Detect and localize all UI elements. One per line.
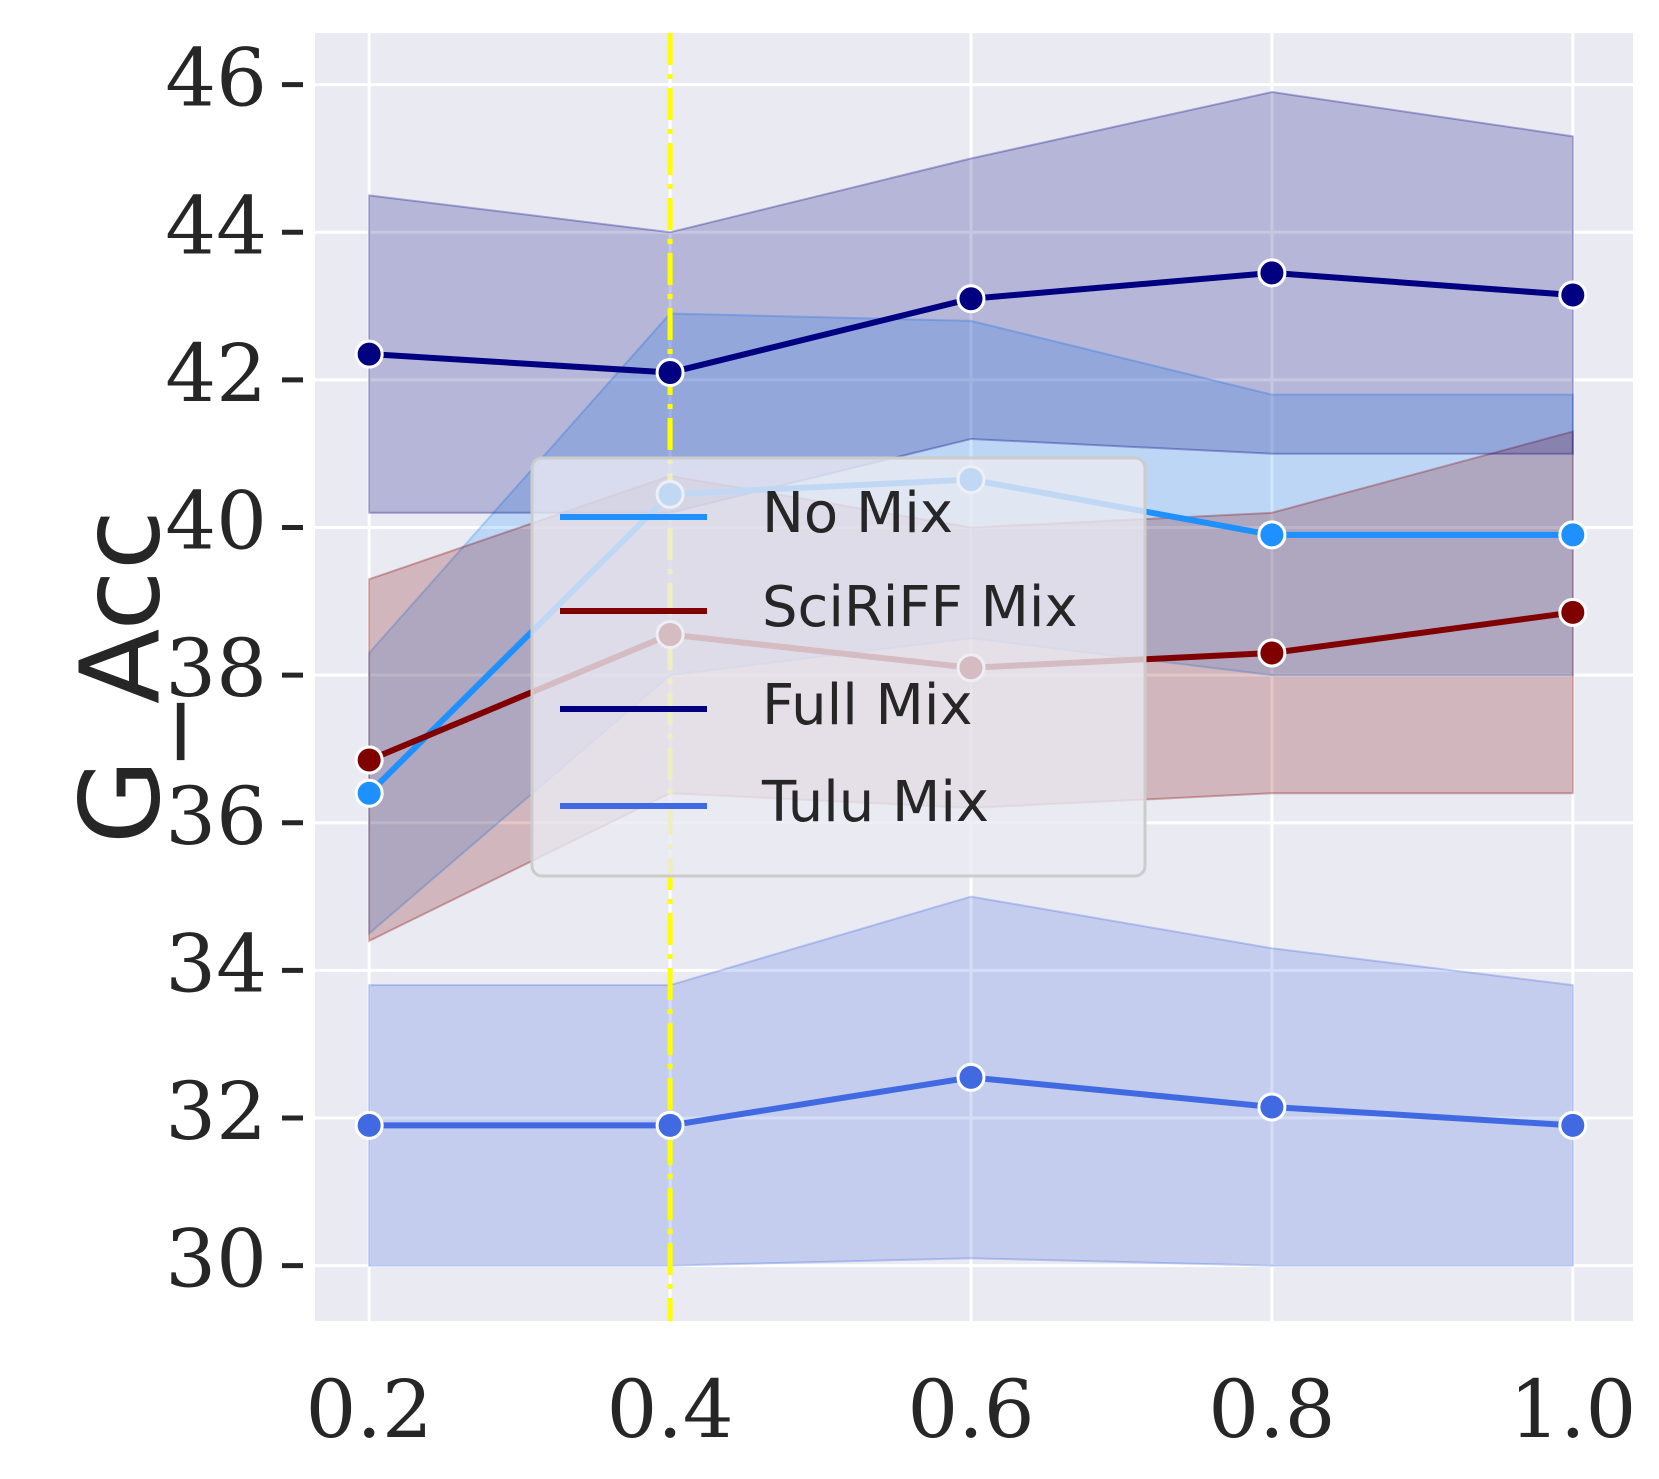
data-point <box>354 1110 384 1140</box>
y-tick-label: 32 <box>165 1065 267 1158</box>
y-tick-label: 44 <box>165 179 267 272</box>
data-point <box>1257 1092 1287 1122</box>
x-tick-label: 0.6 <box>907 1363 1034 1456</box>
legend-label: Tulu Mix <box>761 770 989 835</box>
legend-label: SciRiFF Mix <box>762 575 1078 640</box>
data-point <box>354 745 384 775</box>
data-point <box>956 1062 986 1092</box>
data-point <box>655 1110 685 1140</box>
y-axis-label: G_Acc <box>56 510 184 845</box>
data-point <box>1257 258 1287 288</box>
y-tick-label: 38 <box>165 622 267 715</box>
data-point <box>354 778 384 808</box>
data-point <box>1257 520 1287 550</box>
y-tick-label: 46 <box>165 32 267 125</box>
data-point <box>956 284 986 314</box>
y-tick-label: 34 <box>165 917 267 1010</box>
y-tick-label: 40 <box>165 475 267 568</box>
y-axis: 30 32 34 36 38 40 42 44 46 <box>165 32 303 1306</box>
data-point <box>1558 280 1588 310</box>
x-tick-label: 0.8 <box>1208 1363 1335 1456</box>
legend: No Mix SciRiFF Mix Full Mix Tulu Mix <box>530 456 1147 878</box>
legend-label: No Mix <box>762 481 953 546</box>
y-tick-label: 42 <box>165 327 267 420</box>
data-point <box>354 339 384 369</box>
y-tick-label: 30 <box>165 1213 267 1306</box>
data-point <box>1558 1110 1588 1140</box>
x-tick-label: 1.0 <box>1509 1363 1636 1456</box>
data-point <box>1257 638 1287 668</box>
x-tick-label: 0.2 <box>306 1363 433 1456</box>
y-tick-label: 36 <box>165 770 267 863</box>
legend-box <box>530 456 1147 878</box>
data-point <box>1558 520 1588 550</box>
x-axis: 0.2 0.4 0.6 0.8 1.0 <box>306 1363 1637 1456</box>
data-point <box>655 358 685 388</box>
x-tick-label: 0.4 <box>606 1363 733 1456</box>
legend-label: Full Mix <box>762 673 973 738</box>
data-point <box>1558 597 1588 627</box>
